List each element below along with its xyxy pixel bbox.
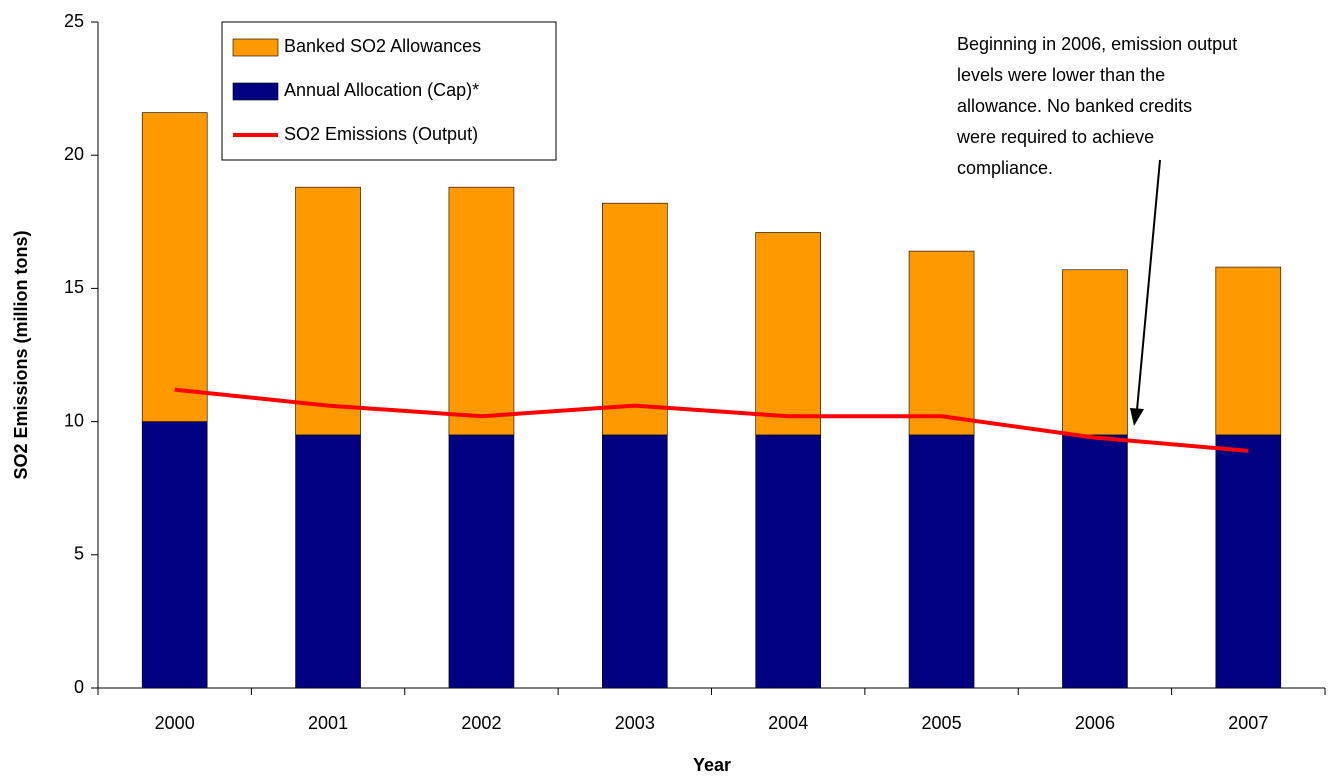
x-tick-label: 2005 (922, 713, 962, 733)
legend-label: SO2 Emissions (Output) (284, 124, 478, 144)
annotation: allowance. No banked credits (957, 96, 1192, 116)
bar (1215, 266, 1282, 436)
bar (602, 434, 668, 689)
bar (141, 421, 208, 689)
annotation: levels were lower than the (957, 65, 1165, 85)
y-tick-label: 15 (64, 277, 84, 297)
bar (448, 434, 515, 689)
x-tick-label: 2006 (1075, 713, 1115, 733)
annotation: Beginning in 2006, emission output (957, 34, 1237, 54)
bar (295, 186, 361, 436)
x-tick-label: 2007 (1228, 713, 1268, 733)
x-tick-label: 2001 (308, 713, 348, 733)
annotation: were required to achieve (956, 127, 1154, 147)
x-axis-title: Year (693, 755, 731, 775)
bar (295, 434, 361, 689)
legend-swatch (232, 82, 279, 101)
bar (755, 232, 821, 436)
y-tick-label: 25 (64, 11, 84, 31)
y-tick-label: 10 (64, 410, 84, 430)
legend-label: Annual Allocation (Cap)* (284, 80, 479, 100)
annotation-arrowhead (1130, 408, 1144, 426)
x-tick-label: 2003 (615, 713, 655, 733)
bar (448, 186, 515, 436)
x-tick-label: 2004 (768, 713, 808, 733)
y-tick-label: 0 (74, 677, 84, 697)
bar (1062, 434, 1128, 689)
bar (908, 250, 975, 436)
bar (1215, 434, 1282, 689)
bar (141, 112, 208, 422)
x-tick-label: 2000 (155, 713, 195, 733)
annotation: compliance. (957, 158, 1053, 178)
bar (755, 434, 821, 689)
y-tick-label: 20 (64, 144, 84, 164)
legend-label: Banked SO2 Allowances (284, 36, 481, 56)
y-tick-label: 5 (74, 544, 84, 564)
legend-swatch (232, 38, 279, 57)
annotation-arrow (1136, 159, 1161, 411)
y-axis-title: SO2 Emissions (million tons) (11, 230, 31, 479)
bar (602, 202, 668, 436)
bar (1062, 269, 1128, 436)
x-tick-label: 2002 (461, 713, 501, 733)
bar (908, 434, 975, 689)
line (174, 387, 1249, 453)
